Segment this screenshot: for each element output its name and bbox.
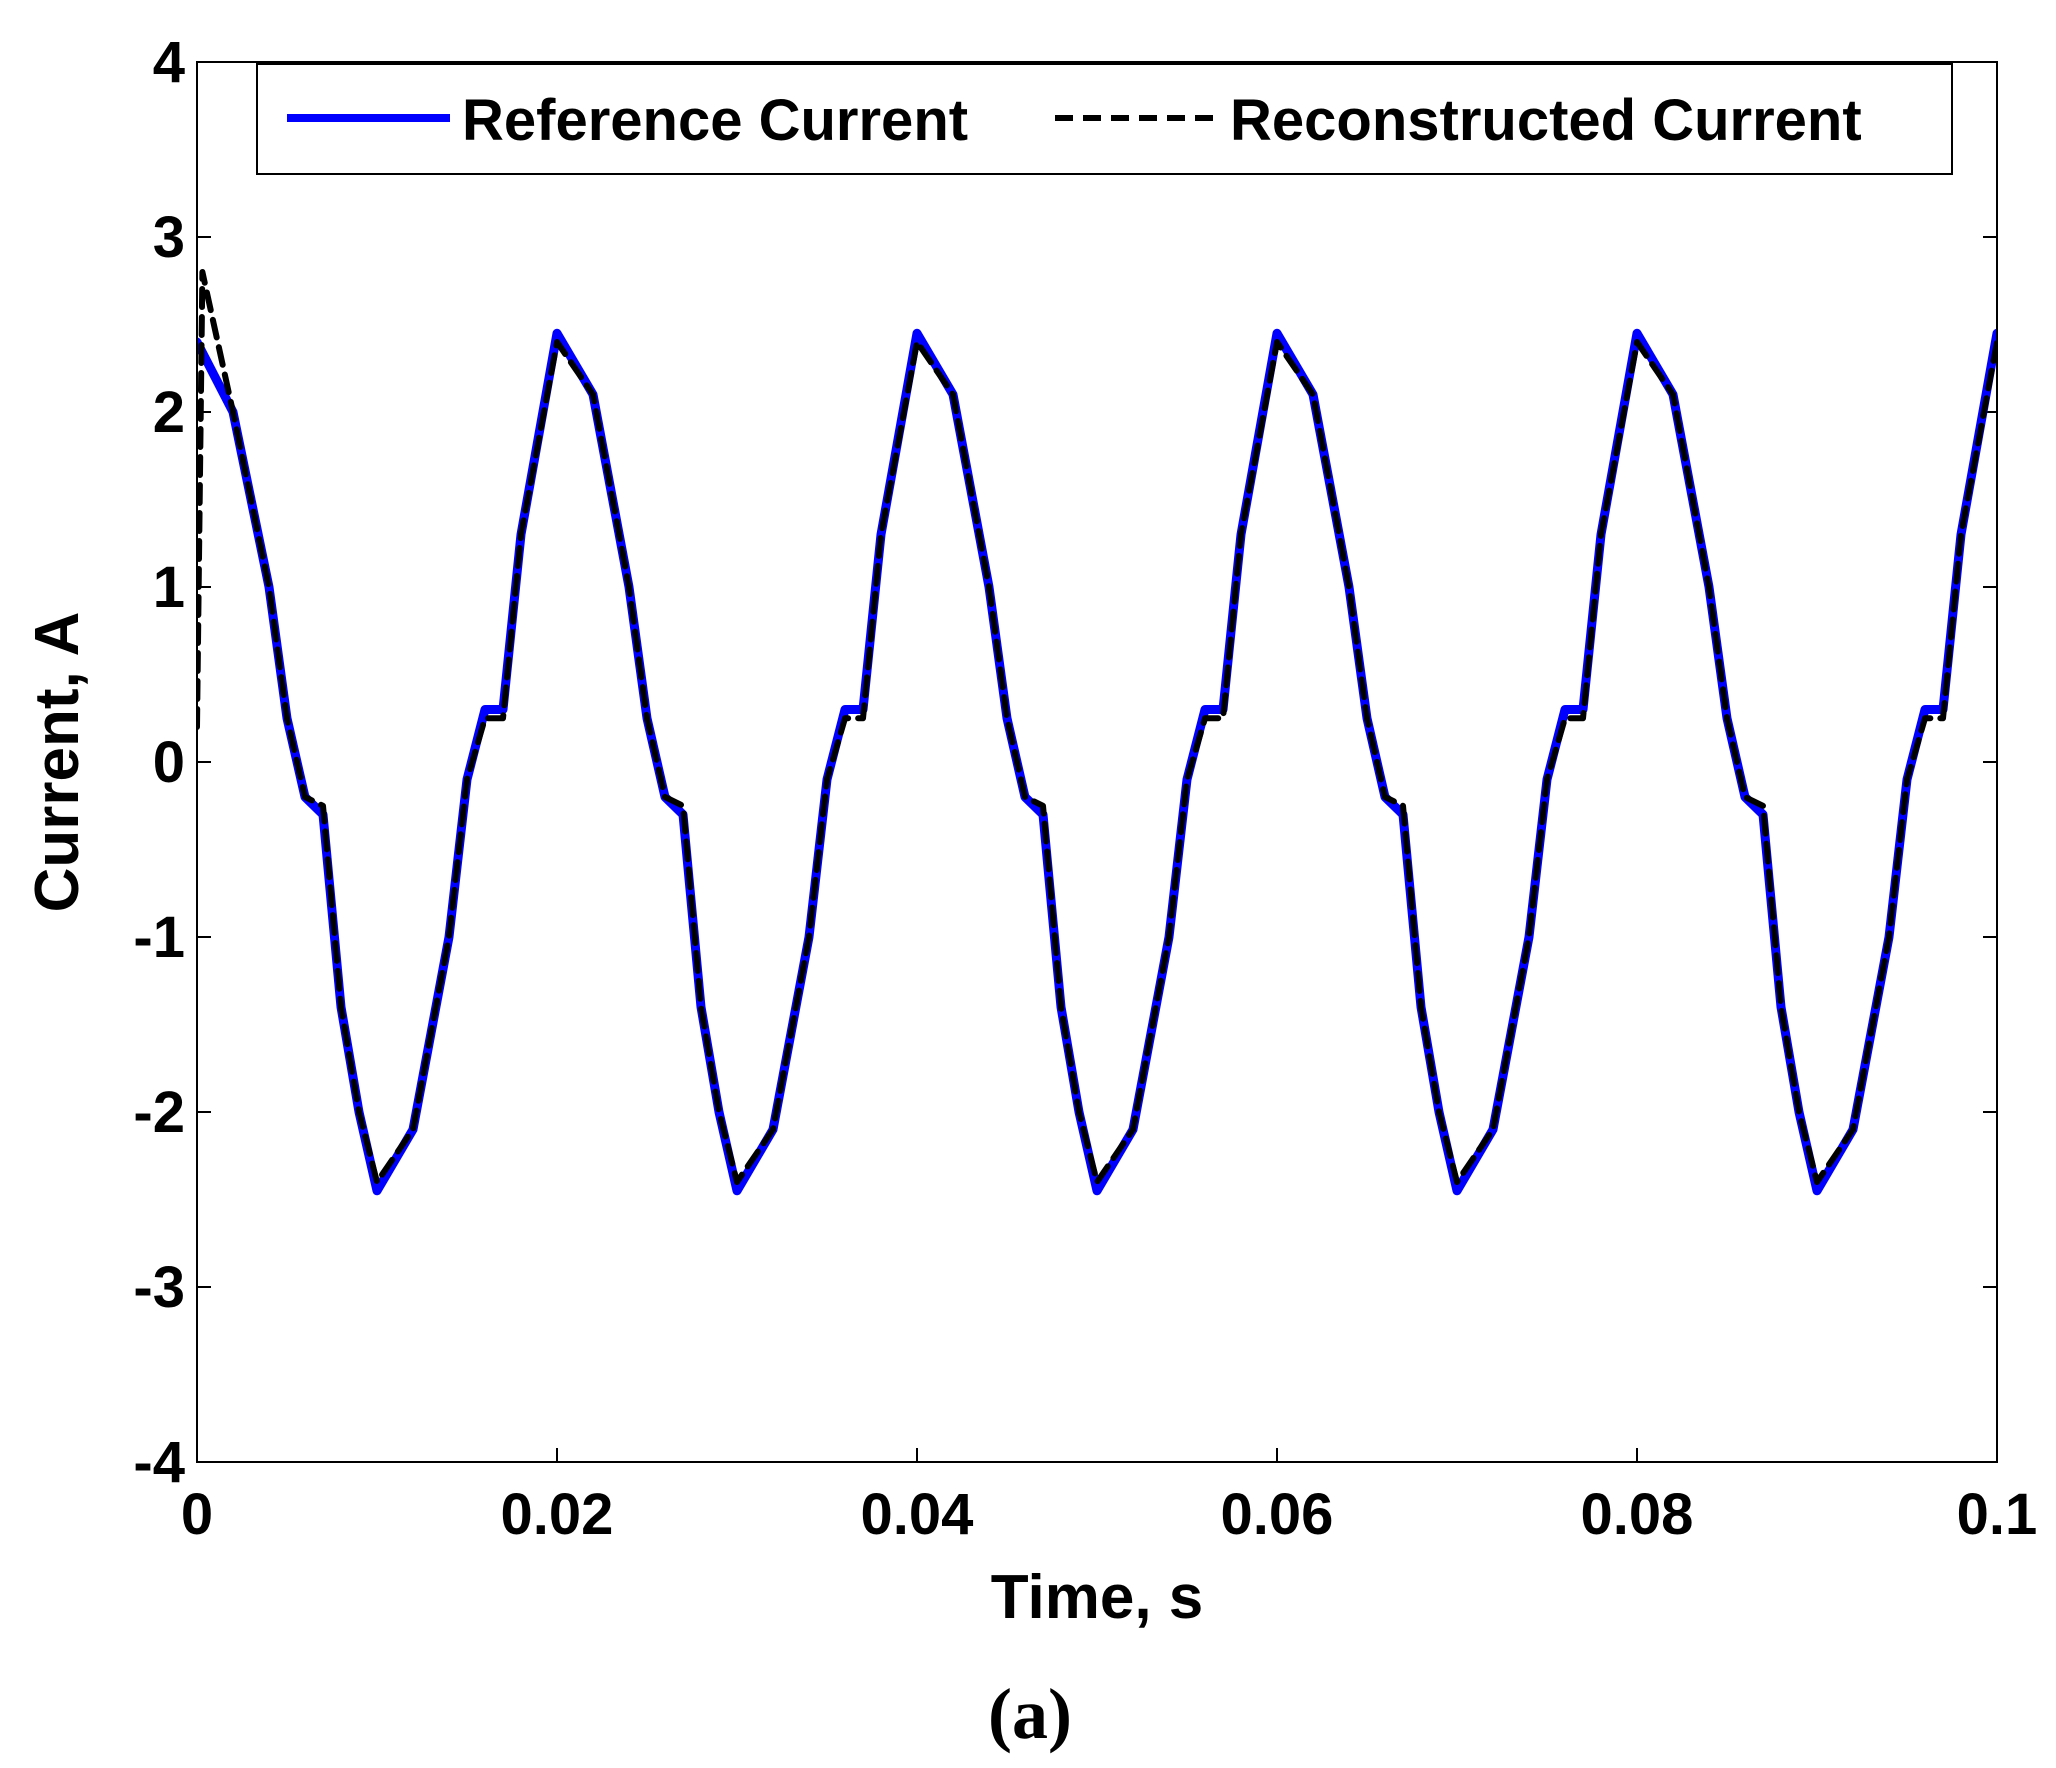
y-tick-label: 3 — [153, 205, 185, 270]
x-axis-label: Time, s — [991, 1563, 1204, 1632]
legend: Reference Current Reconstructed Current — [256, 63, 1953, 175]
figure-caption: (a) — [988, 1674, 1072, 1754]
y-axis-label: Current, A — [23, 612, 92, 913]
plot-frame — [196, 61, 1998, 1463]
x-tick-label: 0.08 — [1581, 1482, 1694, 1547]
series-line-reconstructed — [197, 269, 1997, 1185]
legend-box — [256, 63, 1953, 175]
x-tick-label: 0.02 — [501, 1482, 614, 1547]
y-tick-label: 2 — [153, 380, 185, 445]
x-tick-label: 0.06 — [1221, 1482, 1334, 1547]
series-layer — [197, 269, 1997, 1196]
y-tick-label: -3 — [133, 1255, 185, 1320]
y-tick-label: -2 — [133, 1080, 185, 1145]
y-tick-label: 4 — [153, 30, 185, 95]
y-tick-label: 1 — [153, 555, 185, 620]
y-tick-label: -1 — [133, 905, 185, 970]
x-tick-label: 0.04 — [861, 1482, 974, 1547]
x-tick-label: 0.1 — [1957, 1482, 2038, 1547]
tick-labels: 0 0.02 0.04 0.06 0.08 0.1 -4 -3 -2 -1 0 1 2 3 4 — [133, 30, 2037, 1547]
legend-label-reconstructed: Reconstructed Current — [1230, 88, 1862, 153]
y-tick-label: 0 — [153, 730, 185, 795]
legend-label-reference: Reference Current — [462, 88, 968, 153]
x-tick-label: 0 — [181, 1482, 213, 1547]
y-tick-label: -4 — [133, 1430, 185, 1495]
